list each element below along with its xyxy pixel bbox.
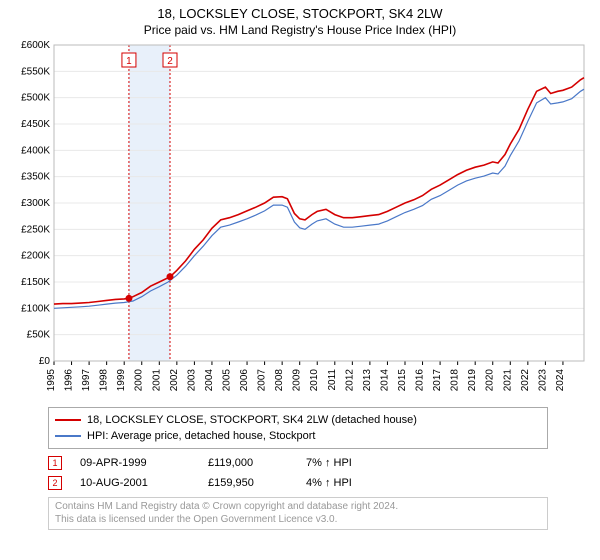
svg-text:£600K: £600K — [21, 41, 50, 51]
chart-area: £0 £50K £100K £150K £200K £250K £300K £350K £400… — [10, 41, 590, 401]
svg-text:2015: 2015 — [397, 369, 408, 392]
svg-text:2020: 2020 — [485, 369, 496, 392]
transaction-date: 10-AUG-2001 — [80, 477, 190, 489]
transaction-hpi-delta: 4% ↑ HPI — [306, 477, 386, 489]
attribution-box: Contains HM Land Registry data © Crown c… — [48, 497, 548, 530]
legend-swatch-series2 — [55, 435, 81, 437]
svg-text:2016: 2016 — [415, 369, 426, 392]
svg-text:2021: 2021 — [502, 369, 513, 392]
legend-row-series2: HPI: Average price, detached house, Stoc… — [55, 428, 541, 444]
svg-text:1998: 1998 — [99, 369, 110, 392]
svg-text:£300K: £300K — [21, 198, 50, 209]
svg-text:£250K: £250K — [21, 224, 50, 235]
transaction-hpi-delta: 7% ↑ HPI — [306, 457, 386, 469]
transaction-marker-1: 1 — [48, 456, 62, 470]
svg-text:2003: 2003 — [186, 369, 197, 392]
chart-svg: £0 £50K £100K £150K £200K £250K £300K £350K £400… — [10, 41, 590, 401]
svg-text:2013: 2013 — [362, 369, 373, 392]
svg-text:2023: 2023 — [537, 369, 548, 392]
svg-text:2001: 2001 — [151, 369, 162, 392]
svg-text:£550K: £550K — [21, 66, 50, 77]
svg-text:2010: 2010 — [309, 369, 320, 392]
svg-text:2012: 2012 — [344, 369, 355, 392]
svg-text:2019: 2019 — [467, 369, 478, 392]
svg-text:2008: 2008 — [274, 369, 285, 392]
svg-text:2005: 2005 — [221, 369, 232, 392]
svg-text:£400K: £400K — [21, 145, 50, 156]
svg-text:2: 2 — [167, 56, 173, 67]
svg-text:£100K: £100K — [21, 303, 50, 314]
svg-text:2000: 2000 — [134, 369, 145, 392]
transaction-date: 09-APR-1999 — [80, 457, 190, 469]
svg-text:£150K: £150K — [21, 277, 50, 288]
attribution-line2: This data is licensed under the Open Gov… — [55, 514, 541, 527]
svg-text:2006: 2006 — [239, 369, 250, 392]
legend-row-series1: 18, LOCKSLEY CLOSE, STOCKPORT, SK4 2LW (… — [55, 412, 541, 428]
svg-text:1: 1 — [126, 56, 132, 67]
svg-text:2011: 2011 — [327, 369, 338, 391]
svg-text:£350K: £350K — [21, 172, 50, 183]
svg-text:1997: 1997 — [81, 369, 92, 392]
svg-text:£50K: £50K — [27, 330, 51, 341]
svg-text:2022: 2022 — [520, 369, 531, 392]
attribution-line1: Contains HM Land Registry data © Crown c… — [55, 501, 541, 514]
svg-text:1996: 1996 — [64, 369, 75, 392]
svg-text:2007: 2007 — [257, 369, 268, 392]
svg-text:2009: 2009 — [292, 369, 303, 392]
svg-text:2017: 2017 — [432, 369, 443, 392]
svg-text:£450K: £450K — [21, 119, 50, 130]
transaction-price: £119,000 — [208, 457, 288, 469]
transaction-row: 2 10-AUG-2001 £159,950 4% ↑ HPI — [48, 473, 548, 493]
legend-label-series1: 18, LOCKSLEY CLOSE, STOCKPORT, SK4 2LW (… — [87, 414, 417, 426]
svg-text:1999: 1999 — [116, 369, 127, 392]
svg-text:£0: £0 — [39, 356, 51, 367]
svg-text:2024: 2024 — [555, 369, 566, 392]
svg-text:1995: 1995 — [46, 369, 57, 392]
svg-text:2004: 2004 — [204, 369, 215, 392]
legend-label-series2: HPI: Average price, detached house, Stoc… — [87, 430, 316, 442]
svg-text:£200K: £200K — [21, 251, 50, 262]
svg-text:2002: 2002 — [169, 369, 180, 392]
transaction-marker-2: 2 — [48, 476, 62, 490]
transaction-row: 1 09-APR-1999 £119,000 7% ↑ HPI — [48, 453, 548, 473]
chart-subtitle: Price paid vs. HM Land Registry's House … — [10, 23, 590, 37]
transactions-panel: 1 09-APR-1999 £119,000 7% ↑ HPI 2 10-AUG… — [48, 453, 548, 493]
svg-text:£500K: £500K — [21, 93, 50, 104]
transaction-price: £159,950 — [208, 477, 288, 489]
legend-swatch-series1 — [55, 419, 81, 421]
svg-text:2014: 2014 — [379, 369, 390, 392]
svg-text:2018: 2018 — [450, 369, 461, 392]
chart-title: 18, LOCKSLEY CLOSE, STOCKPORT, SK4 2LW — [10, 6, 590, 21]
legend-box: 18, LOCKSLEY CLOSE, STOCKPORT, SK4 2LW (… — [48, 407, 548, 449]
